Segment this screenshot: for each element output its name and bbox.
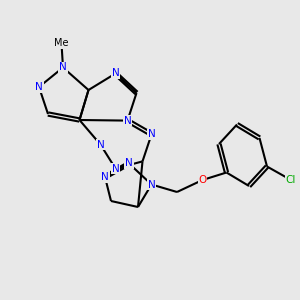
Text: N: N [35,82,43,92]
Text: Cl: Cl [286,175,296,185]
Text: N: N [148,129,155,140]
Text: N: N [112,164,119,174]
Text: O: O [198,175,207,185]
Text: Me: Me [54,38,69,49]
Text: N: N [148,179,155,190]
Text: N: N [125,158,133,169]
Text: N: N [97,140,104,150]
Text: N: N [59,62,67,73]
Text: N: N [112,68,119,79]
Text: N: N [124,116,131,126]
Text: N: N [101,172,109,182]
